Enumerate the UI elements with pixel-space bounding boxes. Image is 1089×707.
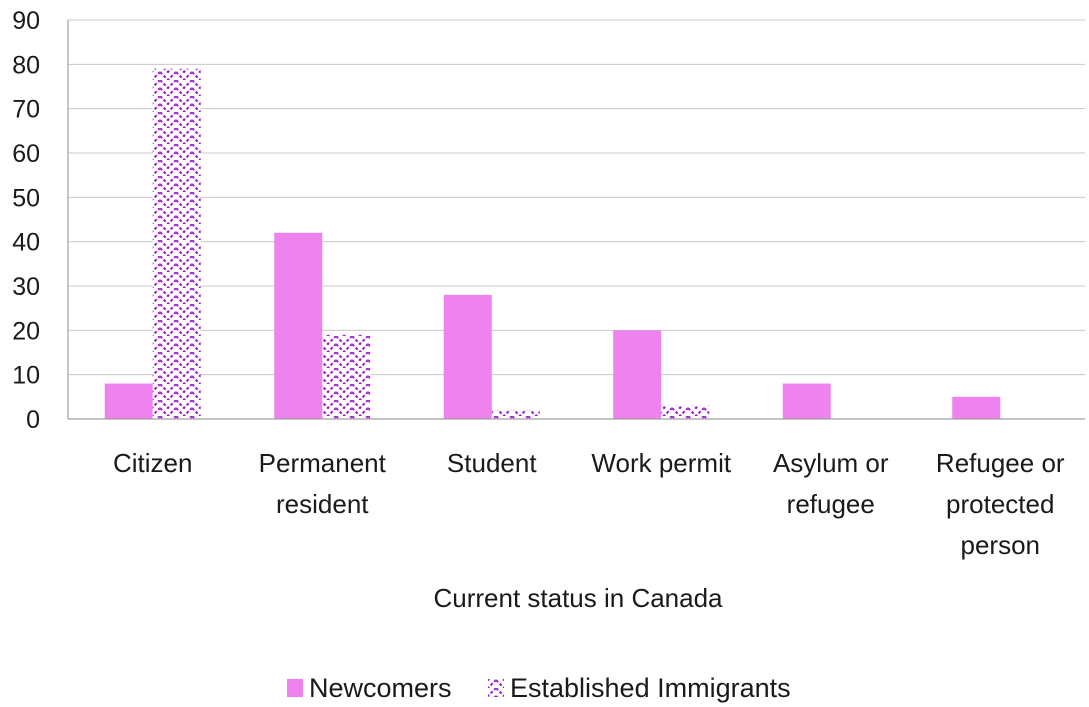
x-tick-label: Refugee or	[936, 448, 1065, 478]
bars	[105, 69, 1001, 419]
legend-swatch-established-immigrants	[488, 679, 504, 697]
x-tick-label: Asylum or	[773, 448, 889, 478]
bar-newcomers	[613, 330, 661, 419]
y-tick-label: 80	[12, 51, 40, 79]
x-tick-label: Permanent	[259, 448, 387, 478]
y-tick-label: 60	[12, 140, 40, 168]
bar-established-immigrants	[322, 335, 370, 419]
bar-newcomers	[274, 233, 322, 419]
x-tick-label: Work permit	[591, 448, 731, 478]
x-tick-label: Student	[447, 448, 537, 478]
x-tick-label: refugee	[787, 489, 875, 519]
bar-established-immigrants	[661, 406, 709, 419]
bar-established-immigrants	[153, 69, 201, 419]
bar-newcomers	[783, 384, 831, 419]
y-tick-label: 40	[12, 229, 40, 257]
bar-newcomers	[952, 397, 1000, 419]
legend-swatch-newcomers	[287, 679, 303, 697]
x-tick-label: Citizen	[113, 448, 192, 478]
y-tick-label: 10	[12, 362, 40, 390]
y-tick-label: 30	[12, 273, 40, 301]
y-tick-label: 90	[12, 7, 40, 35]
y-tick-label: 70	[12, 96, 40, 124]
x-axis-title: Current status in Canada	[433, 583, 723, 613]
y-tick-label: 0	[26, 406, 40, 434]
axes	[68, 20, 1085, 419]
x-tick-label: resident	[276, 489, 369, 519]
legend-label-established-immigrants: Established Immigrants	[510, 673, 791, 703]
y-tick-label: 50	[12, 184, 40, 212]
x-tick-label: protected	[946, 489, 1054, 519]
bar-newcomers	[444, 295, 492, 419]
legend-label-newcomers: Newcomers	[309, 673, 452, 703]
gridlines	[68, 20, 1085, 375]
y-tick-label: 20	[12, 317, 40, 345]
x-tick-label: person	[961, 530, 1041, 560]
legend: Newcomers Established Immigrants	[287, 673, 791, 703]
bar-established-immigrants	[492, 410, 540, 419]
bar-newcomers	[105, 384, 153, 419]
